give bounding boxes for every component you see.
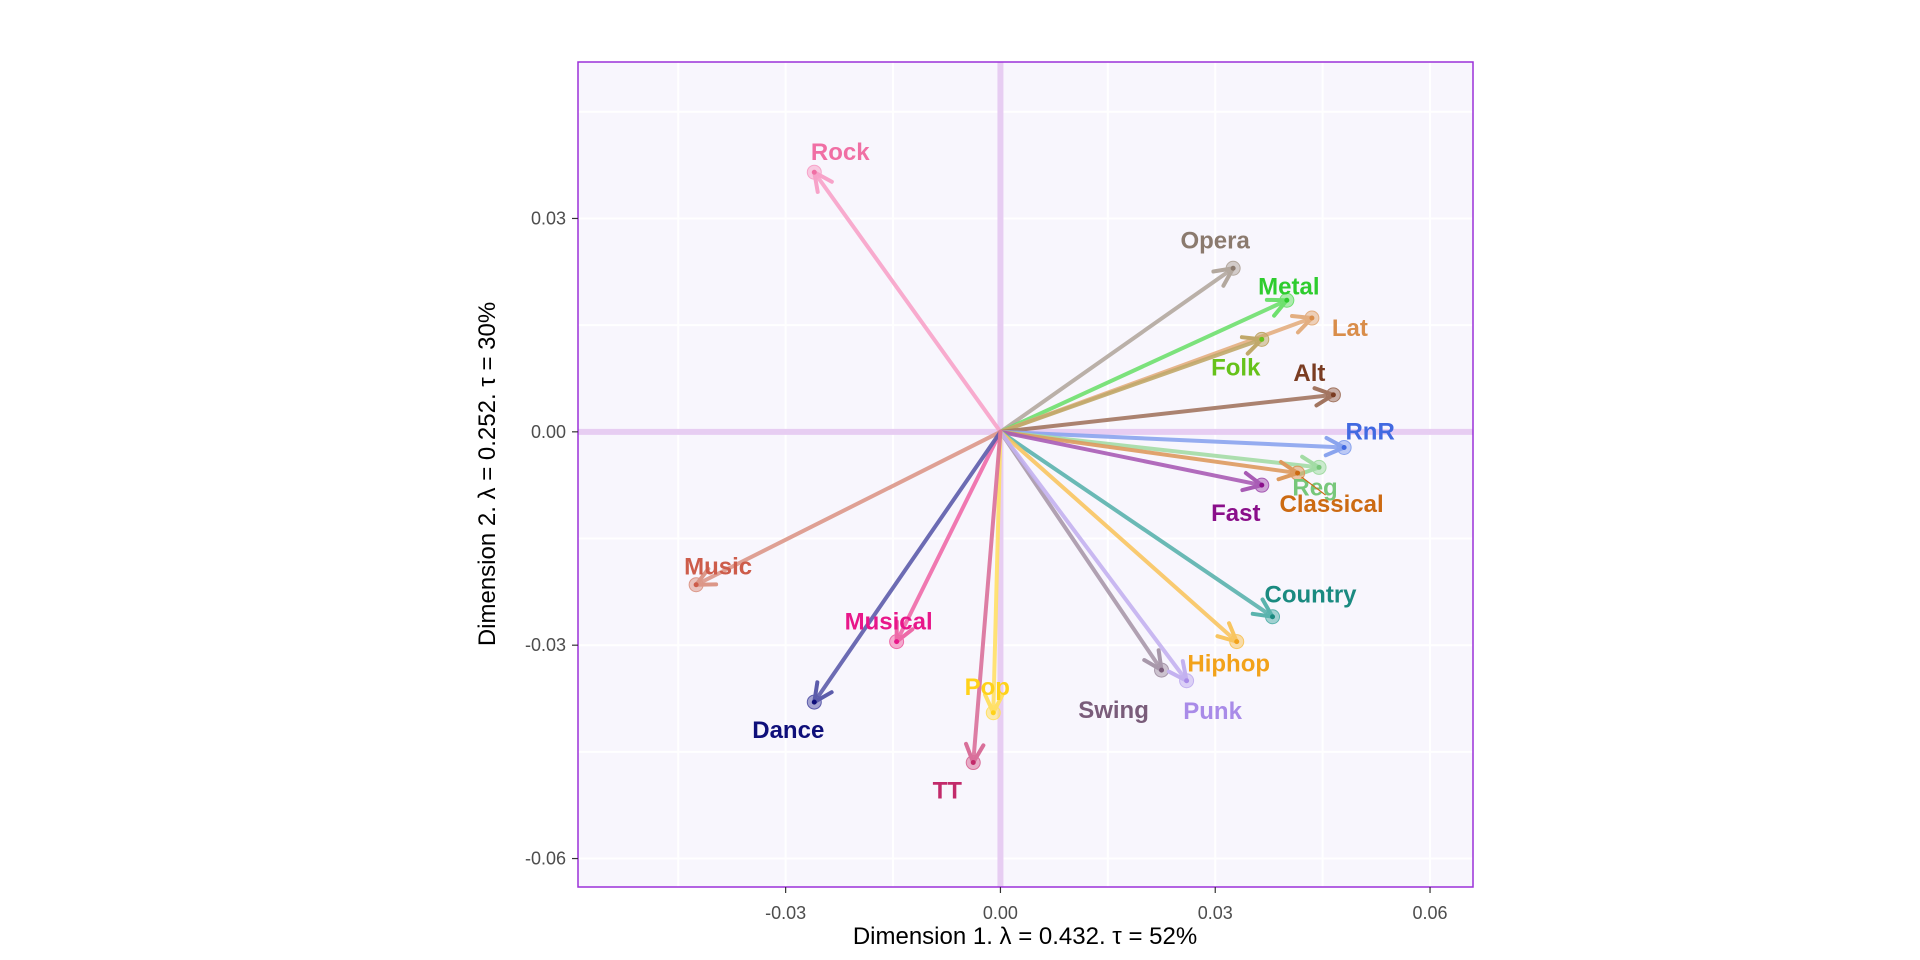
y-tick-label: 0.00 [531,422,566,442]
arrow-hiphop [998,429,1245,650]
point-dot-tt [970,760,976,766]
arrow-shaft-classical [998,429,1300,476]
point-dot-lat [1309,315,1315,321]
point-dot-punk [1184,678,1190,684]
arrow-pop [983,429,1005,721]
point-dot-reg [1316,464,1322,470]
point-label-rock: Rock [811,139,870,166]
point-dot-opera [1230,265,1236,271]
point-label-folk: Folk [1211,354,1261,381]
arrow-punk [998,429,1195,689]
point-dot-hiphop [1234,639,1240,645]
x-axis-title: Dimension 1. λ = 0.432. τ = 52% [853,923,1197,950]
arrow-shaft-country [998,429,1275,619]
arrow-shaft-fast [998,429,1264,488]
point-label-rnr: RnR [1345,418,1394,445]
point-label-pop: Pop [965,674,1010,701]
arrow-opera [998,260,1241,434]
arrow-shaft-dance [812,429,1003,705]
arrow-rnr [998,429,1352,458]
point-dot-fast [1259,482,1265,488]
axis-ticks: -0.03 0.00 0.03 0.06 -0.06 -0.03 0.00 0.03 [525,208,1448,923]
point-label-lat: Lat [1332,315,1368,342]
y-axis-title: Dimension 2. λ = 0.252. τ = 30% [474,302,501,646]
point-dot-classical [1295,470,1301,476]
arrow-folk [998,331,1270,434]
arrow-rock [806,164,1003,434]
point-label-fast: Fast [1211,500,1260,527]
point-label-punk: Punk [1183,698,1242,725]
point-label-opera: Opera [1180,227,1250,254]
arrow-alt [998,386,1341,434]
point-dot-metal [1284,297,1290,303]
plot-panel [578,62,1473,887]
arrow-shaft-metal [998,298,1289,434]
arrow-country [998,429,1281,625]
point-dot-country [1270,614,1276,620]
point-label-hiphop: Hiphop [1187,651,1270,678]
point-dot-swing [1159,667,1165,673]
point-labels: RockOperaMetalLatFolkAltRnRRegClassicalF… [684,139,1395,804]
point-dot-musical [894,639,900,645]
y-tick-label: -0.06 [525,849,566,869]
point-label-musical: Musical [845,609,933,636]
arrow-shaft-alt [998,392,1336,434]
arrow-swing [998,429,1170,678]
point-label-tt: TT [933,778,963,805]
point-label-alt: Alt [1293,360,1325,387]
point-label-music: Music [684,554,752,581]
arrow-shaft-pop [991,429,1003,715]
point-label-swing: Swing [1078,697,1149,724]
arrow-shaft-hiphop [998,429,1239,644]
arrow-fast [998,429,1270,493]
point-label-metal: Metal [1258,273,1319,300]
arrow-shaft-opera [998,266,1236,434]
point-dot-pop [990,710,996,716]
point-dot-rock [811,169,817,175]
point-dot-rnr [1341,444,1347,450]
point-label-classical: Classical [1280,491,1384,518]
arrow-shaft-folk [998,337,1264,434]
arrow-musical [889,429,1003,650]
y-tick-label: 0.03 [531,208,566,228]
arrow-metal [998,292,1295,434]
arrow-tt [964,429,1003,771]
point-label-dance: Dance [752,717,824,744]
arrow-shaft-musical [894,429,1003,644]
arrow-shaft-rock [812,170,1003,434]
panel-border [577,61,1474,888]
arrow-shaft-tt [971,429,1003,765]
x-tick-label: -0.03 [765,903,806,923]
y-tick-label: -0.03 [525,635,566,655]
point-dot-dance [811,699,817,705]
arrow-classical [998,429,1306,482]
x-tick-label: 0.06 [1413,903,1448,923]
arrow-dance [806,429,1003,710]
arrow-shaft-music [694,429,1003,587]
point-dot-alt [1330,392,1336,398]
point-dot-folk [1259,336,1265,342]
point-dot-music [693,582,699,588]
arrow-shaft-punk [998,429,1189,683]
classical-leader-line [1301,476,1326,496]
x-tick-label: 0.03 [1198,903,1233,923]
arrow-shaft-rnr [998,429,1347,450]
point-label-country: Country [1265,582,1358,609]
arrow-shaft-swing [998,429,1164,673]
x-tick-label: 0.00 [983,903,1018,923]
arrows [688,164,1352,771]
arrow-music [688,429,1003,593]
